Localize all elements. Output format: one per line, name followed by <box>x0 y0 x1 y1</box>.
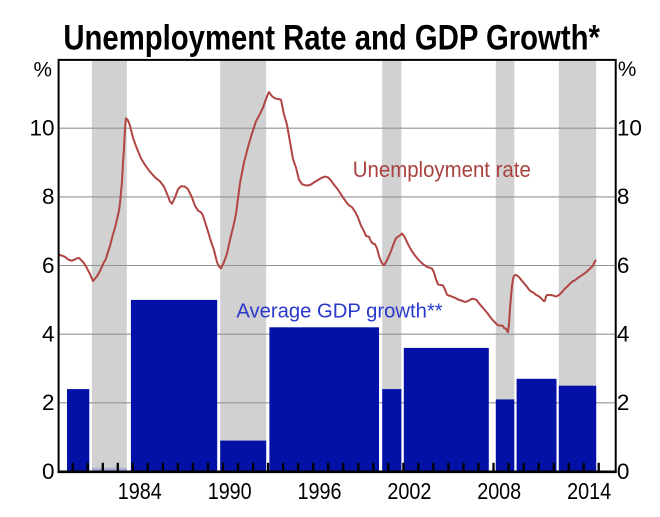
svg-text:Unemployment Rate and GDP Grow: Unemployment Rate and GDP Growth* <box>63 18 600 58</box>
svg-text:2014: 2014 <box>567 478 611 504</box>
svg-text:%: % <box>618 58 637 81</box>
svg-text:10: 10 <box>29 116 54 141</box>
svg-text:8: 8 <box>617 184 630 209</box>
svg-text:0: 0 <box>617 459 630 484</box>
svg-text:2: 2 <box>617 390 630 415</box>
svg-text:2: 2 <box>42 390 55 415</box>
svg-text:0: 0 <box>42 459 55 484</box>
svg-text:%: % <box>34 58 53 81</box>
svg-text:6: 6 <box>42 253 55 278</box>
svg-text:1984: 1984 <box>118 478 162 504</box>
svg-text:Average GDP growth**: Average GDP growth** <box>236 300 443 322</box>
svg-text:10: 10 <box>617 116 642 141</box>
svg-text:1990: 1990 <box>208 478 252 504</box>
svg-text:6: 6 <box>617 253 630 278</box>
svg-text:4: 4 <box>617 322 630 347</box>
svg-text:Unemployment rate: Unemployment rate <box>353 157 531 182</box>
svg-text:2002: 2002 <box>387 478 431 504</box>
svg-text:1996: 1996 <box>298 478 342 504</box>
svg-text:2008: 2008 <box>477 478 521 504</box>
svg-text:8: 8 <box>42 184 55 209</box>
svg-text:4: 4 <box>42 322 55 347</box>
